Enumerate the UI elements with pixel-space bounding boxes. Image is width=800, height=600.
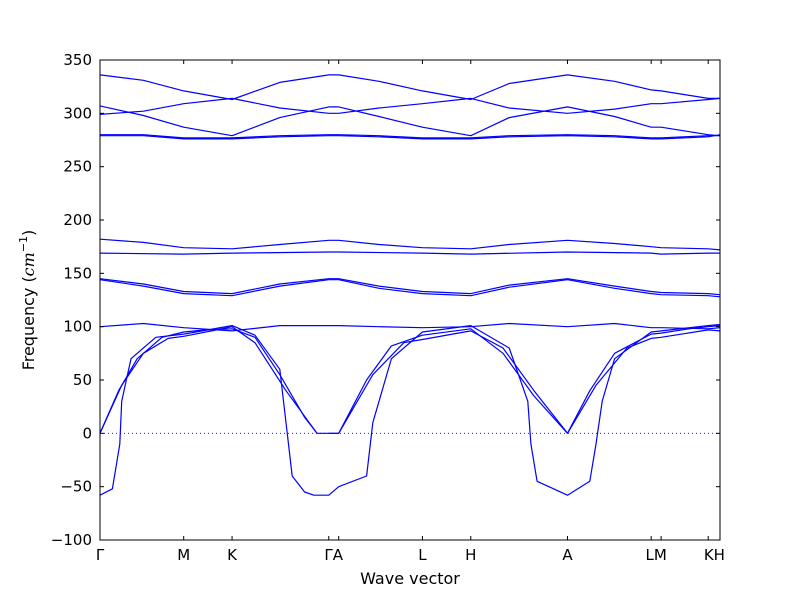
band-line-11 (99, 238, 721, 251)
x-tick-label: M (177, 546, 190, 564)
band-line-2 (99, 326, 318, 434)
x-axis-label: Wave vector (360, 569, 460, 588)
y-tick-label: 50 (73, 371, 92, 389)
band-line-7 (99, 322, 721, 332)
x-tick-label: A (562, 546, 573, 564)
x-tick-label: KH (704, 546, 725, 564)
band-line-16 (99, 74, 720, 101)
band-line-6 (566, 325, 721, 434)
y-tick-label: −50 (60, 478, 92, 496)
band-line-8 (99, 278, 721, 296)
x-tick-label: Γ (96, 546, 105, 564)
band-line-15 (99, 97, 721, 115)
y-axis-label-unit: cm (19, 252, 38, 276)
y-tick-label: 200 (63, 211, 92, 229)
y-axis-label-exponent: −1 (17, 236, 30, 252)
y-axis-label: Frequency (cm−1) (17, 230, 38, 371)
band-line-9 (99, 279, 721, 298)
band-line-4 (328, 328, 568, 434)
x-tick-label: LM (645, 546, 666, 564)
band-lines (99, 74, 721, 496)
y-tick-label: 350 (63, 51, 92, 69)
band-line-14 (99, 105, 721, 137)
x-axis-ticks: Γ M K ΓA L H A LM KH (96, 60, 725, 564)
y-tick-label: 150 (63, 264, 92, 282)
x-tick-label: L (418, 546, 427, 564)
y-tick-label: 100 (63, 318, 92, 336)
y-axis-label-close: ) (19, 230, 38, 236)
plot-frame (99, 59, 721, 541)
band-line-10 (99, 251, 720, 255)
x-tick-label: H (465, 546, 476, 564)
y-axis-label-main: Frequency ( (19, 276, 38, 370)
band-line-5 (328, 329, 721, 434)
band-line-3 (99, 323, 721, 496)
x-tick-label: K (227, 546, 238, 564)
band-line-12 (100, 134, 721, 140)
y-tick-label: −100 (51, 531, 92, 549)
plot-area (100, 60, 720, 540)
x-tick-label: ΓA (324, 546, 343, 564)
y-axis-ticks: −100 −50 0 50 100 150 200 250 300 350 (51, 51, 720, 549)
y-tick-label: 300 (63, 104, 92, 122)
y-tick-label: 0 (82, 424, 92, 442)
band-line-13 (100, 134, 720, 139)
y-tick-label: 250 (63, 158, 92, 176)
